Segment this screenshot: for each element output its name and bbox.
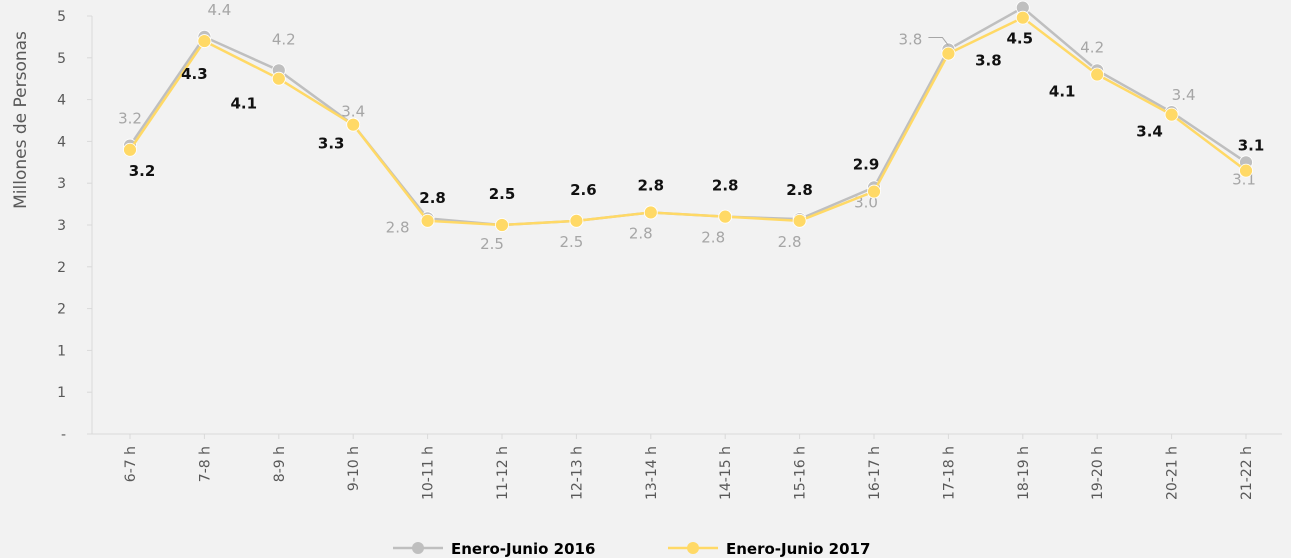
x-tick-label: 8-9 h <box>272 446 288 482</box>
data-label: 2.8 <box>786 181 813 199</box>
data-label: 2.8 <box>778 233 802 251</box>
legend-item-2017: Enero-Junio 2017 <box>668 540 870 558</box>
data-label: 2.5 <box>559 233 583 251</box>
data-label: 2.9 <box>853 156 880 174</box>
data-label: 2.5 <box>489 185 516 203</box>
x-tick-label: 19-20 h <box>1090 446 1106 500</box>
data-label: 4.4 <box>207 1 231 19</box>
data-label: 3.8 <box>898 30 922 48</box>
data-label: 3.4 <box>1136 123 1163 141</box>
legend-label-2016: Enero-Junio 2016 <box>451 540 595 558</box>
y-axis-label: Millones de Personas <box>11 31 31 209</box>
data-label: 4.2 <box>272 30 296 48</box>
data-label: 2.8 <box>629 224 653 242</box>
data-label: 2.5 <box>480 235 504 253</box>
x-tick-label: 10-11 h <box>421 446 437 500</box>
y-tick-label: 3 <box>57 218 66 234</box>
data-point <box>643 205 658 220</box>
x-tick-label: 6-7 h <box>123 446 139 482</box>
data-point <box>867 184 881 199</box>
x-tick-label: 16-17 h <box>867 446 883 500</box>
data-label: 2.8 <box>701 229 725 247</box>
data-label: 2.8 <box>386 218 410 236</box>
x-tick-label: 11-12 h <box>495 446 511 500</box>
x-tick-label: 21-22 h <box>1239 446 1255 500</box>
data-label: 3.4 <box>341 103 365 121</box>
series-2017: 3.2 4.3 4.1 3.3 2.8 2.5 2.6 2.8 2.8 2.8 2.9 3.8 4.5 4… <box>123 10 1265 232</box>
data-label: 2.6 <box>570 181 597 199</box>
y-tick-label: 5 <box>57 9 66 25</box>
data-point <box>271 71 286 86</box>
leader-line <box>928 36 949 46</box>
x-tick-label: 15-16 h <box>793 446 809 500</box>
data-label: 4.5 <box>1007 30 1034 48</box>
data-point <box>420 213 435 228</box>
y-tick-label: 1 <box>57 343 66 359</box>
data-point <box>1164 107 1179 122</box>
legend-label-2017: Enero-Junio 2017 <box>726 540 870 558</box>
legend-marker-2017 <box>687 542 699 554</box>
data-label: 2.8 <box>638 176 665 194</box>
data-point <box>792 213 807 228</box>
series-line <box>128 16 1247 227</box>
legend-item-2016: Enero-Junio 2016 <box>393 540 595 558</box>
y-tick-label: 4 <box>57 93 66 109</box>
data-label: 4.1 <box>1049 83 1076 101</box>
data-label: 3.4 <box>1172 86 1196 104</box>
x-tick-label: 14-15 h <box>718 446 734 500</box>
data-point <box>495 218 509 232</box>
data-label: 2.8 <box>712 177 739 195</box>
series-line <box>128 6 1247 227</box>
data-point <box>123 142 137 157</box>
data-point <box>718 209 733 224</box>
legend: Enero-Junio 2016 Enero-Junio 2017 <box>393 540 870 558</box>
data-label: 4.3 <box>181 65 208 83</box>
data-point <box>569 213 584 228</box>
x-tick-label: 20-21 h <box>1165 446 1181 500</box>
y-tick-label: 2 <box>57 302 66 318</box>
x-tick-label: 17-18 h <box>941 446 957 500</box>
data-label: 4.1 <box>231 95 258 113</box>
data-point <box>1015 10 1030 25</box>
y-tick-label: 3 <box>57 176 66 192</box>
data-label: 3.8 <box>975 52 1002 70</box>
data-point <box>1239 163 1253 178</box>
data-point <box>1090 67 1105 82</box>
data-label: 3.3 <box>318 135 345 153</box>
legend-marker-2016 <box>412 542 424 554</box>
x-tick-label: 13-14 h <box>644 446 660 500</box>
y-tick-label: - <box>61 427 66 443</box>
data-point <box>346 117 361 132</box>
y-axis: - 1 1 2 2 3 3 4 4 5 5 <box>57 9 93 443</box>
data-label: 2.8 <box>419 189 446 207</box>
x-tick-label: 7-8 h <box>197 446 213 482</box>
data-point <box>941 46 956 61</box>
data-label: 3.2 <box>129 162 156 180</box>
x-axis: 6-7 h 7-8 h 8-9 h 9-10 h 10-11 h 11-12 h 12-13… <box>92 433 1282 500</box>
x-tick-label: 9-10 h <box>346 446 362 491</box>
x-tick-label: 12-13 h <box>569 446 585 500</box>
data-label: 3.2 <box>118 110 142 128</box>
x-tick-label: 18-19 h <box>1016 446 1032 500</box>
series-layer: 3.24.44.23.42.82.52.52.82.82.83.03.84.54… <box>118 0 1264 253</box>
y-tick-label: 2 <box>57 260 66 276</box>
y-tick-label: 4 <box>57 134 66 150</box>
data-point <box>197 34 212 48</box>
data-label: 3.1 <box>1238 137 1265 155</box>
y-tick-label: 1 <box>57 385 66 401</box>
y-tick-label: 5 <box>57 51 66 67</box>
data-label: 4.2 <box>1080 38 1104 56</box>
